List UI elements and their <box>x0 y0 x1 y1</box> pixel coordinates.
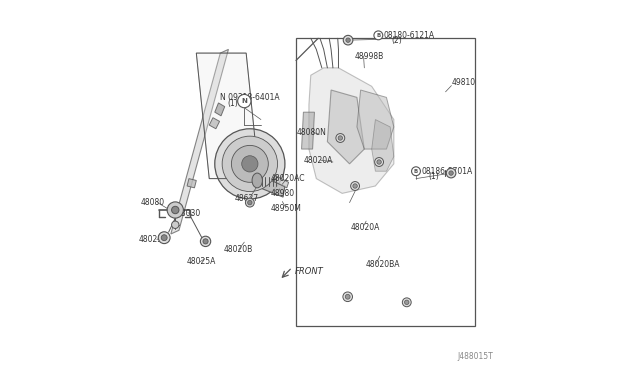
Circle shape <box>446 168 456 178</box>
Text: 48080: 48080 <box>141 198 165 207</box>
Text: 48020AC: 48020AC <box>271 174 305 183</box>
Circle shape <box>374 31 383 40</box>
Circle shape <box>215 129 285 199</box>
Ellipse shape <box>252 173 262 188</box>
Circle shape <box>222 136 278 192</box>
Circle shape <box>404 300 409 305</box>
Text: 08186-8701A: 08186-8701A <box>421 167 472 176</box>
Text: 48980: 48980 <box>271 189 295 198</box>
Text: 48627: 48627 <box>235 195 259 203</box>
Text: N 09318-6401A: N 09318-6401A <box>220 93 279 102</box>
Polygon shape <box>171 49 228 234</box>
Circle shape <box>200 236 211 247</box>
Circle shape <box>242 156 258 172</box>
Polygon shape <box>328 90 364 164</box>
Text: 48998B: 48998B <box>355 52 383 61</box>
Circle shape <box>203 239 208 244</box>
Text: 48020B: 48020B <box>224 245 253 254</box>
Circle shape <box>351 182 360 190</box>
Circle shape <box>232 145 268 182</box>
Circle shape <box>336 134 345 142</box>
Circle shape <box>346 38 350 42</box>
Text: B: B <box>376 33 380 38</box>
Circle shape <box>346 294 350 299</box>
Text: J488015T: J488015T <box>458 352 493 361</box>
Text: 48020A: 48020A <box>303 155 333 165</box>
Circle shape <box>353 184 357 188</box>
Polygon shape <box>268 173 289 188</box>
Circle shape <box>377 160 381 164</box>
Circle shape <box>403 298 411 307</box>
Polygon shape <box>215 103 225 116</box>
Circle shape <box>161 235 167 241</box>
Circle shape <box>412 167 420 176</box>
Circle shape <box>248 201 252 205</box>
Circle shape <box>343 35 353 45</box>
Text: FRONT: FRONT <box>295 267 324 276</box>
Text: 48950M: 48950M <box>271 203 302 213</box>
Text: 08180-6121A: 08180-6121A <box>383 31 435 40</box>
Circle shape <box>167 202 184 218</box>
Polygon shape <box>301 112 314 149</box>
Circle shape <box>449 171 453 175</box>
Text: 49810: 49810 <box>451 78 476 87</box>
Text: 48025A: 48025A <box>139 235 168 244</box>
Polygon shape <box>372 119 394 171</box>
Circle shape <box>172 221 179 228</box>
Polygon shape <box>309 68 394 193</box>
Text: (2): (2) <box>391 36 402 45</box>
Circle shape <box>343 292 353 302</box>
Text: 48080N: 48080N <box>297 128 326 137</box>
Polygon shape <box>209 118 220 129</box>
Text: 48020BA: 48020BA <box>365 260 400 269</box>
Text: (1): (1) <box>227 99 237 108</box>
Text: B: B <box>414 169 418 174</box>
Circle shape <box>158 232 170 244</box>
Text: 48030: 48030 <box>177 209 201 218</box>
Text: 48025A: 48025A <box>186 257 216 266</box>
Circle shape <box>237 94 251 108</box>
Polygon shape <box>255 175 285 197</box>
Polygon shape <box>357 90 394 149</box>
Circle shape <box>245 198 254 207</box>
Circle shape <box>338 136 342 140</box>
Polygon shape <box>187 179 196 188</box>
Polygon shape <box>196 53 259 179</box>
Circle shape <box>172 206 179 214</box>
Circle shape <box>374 158 383 166</box>
Text: 48020A: 48020A <box>351 223 380 232</box>
Text: (1): (1) <box>429 172 439 181</box>
Text: N: N <box>241 98 247 104</box>
